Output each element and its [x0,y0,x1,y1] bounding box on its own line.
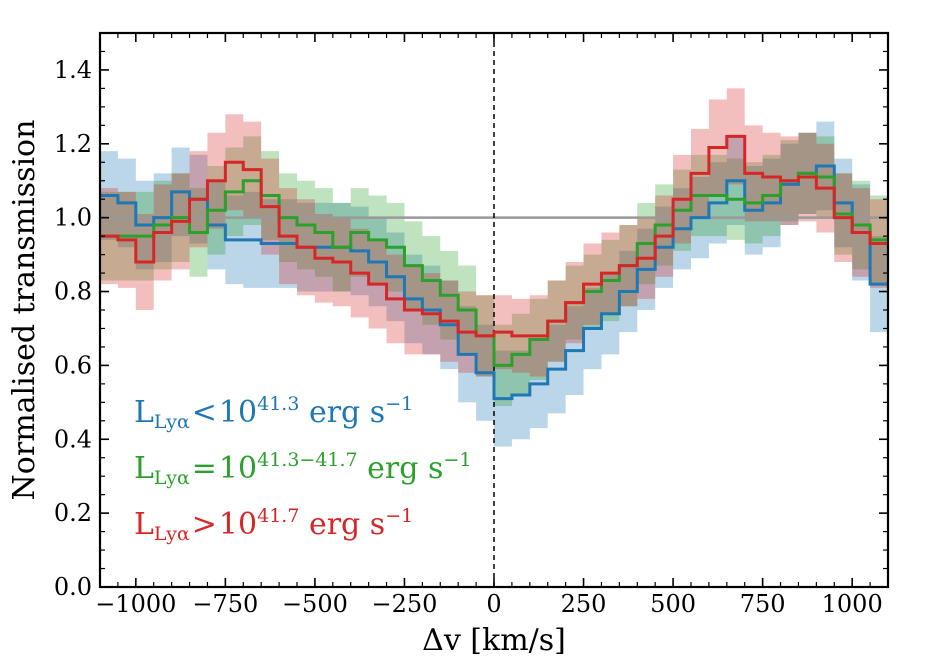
y-axis-title: Normalised transmission [7,120,42,501]
y-tick-label: 1.2 [54,130,92,158]
legend-sup2-text: −1 [443,449,471,471]
legend-symbol-text: L [134,395,154,430]
x-tick-label: 250 [561,590,607,618]
y-tick-label: 0.0 [54,573,92,601]
reference-lines [100,33,888,587]
x-tick-label: −250 [371,590,437,618]
legend-unit-text: erg s [299,507,385,542]
legend-symbol-text: L [134,451,154,486]
legend-base-text: 10 [219,395,257,430]
x-tick-label: −1000 [95,590,176,618]
legend-entry-blue: LLyα<1041.3 erg s−1 [134,393,413,433]
x-tick-label: 750 [740,590,786,618]
legend-rel-text: = [192,451,217,486]
legend-base-text: 10 [219,451,257,486]
series-line-red [100,134,888,338]
x-tick-label: 500 [650,590,696,618]
legend-sup-text: 41.3−41.7 [257,449,358,471]
legend-rel-text: < [192,395,217,430]
legend-base-text: 10 [219,507,257,542]
legend-unit-text: erg s [299,395,385,430]
x-tick-label: −500 [282,590,348,618]
y-tick-label: 0.4 [54,425,92,453]
legend-sup-text: 41.3 [257,393,299,415]
legend-sub-text: Lyα [154,523,190,545]
y-tick-label: 0.8 [54,278,92,306]
x-tick-label: −750 [192,590,258,618]
legend-rel-text: > [192,507,217,542]
legend-sup-text: 41.7 [257,505,299,527]
error-band-red [100,88,888,377]
legend-sup2-text: −1 [385,505,413,527]
series-line-blue [100,164,888,401]
x-tick-label: 1000 [822,590,883,618]
legend-sub-text: Lyα [154,411,190,433]
y-tick-label: 0.6 [54,351,92,379]
legend-symbol-text: L [134,507,154,542]
legend-entry-green: LLyα=1041.3−41.7 erg s−1 [134,449,471,489]
legend-unit-text: erg s [358,451,444,486]
x-axis-title: Δv [km/s] [422,623,566,658]
y-tick-label: 1.0 [54,204,92,232]
plot-frame [98,31,890,589]
x-tick-label: 0 [486,590,501,618]
series-line-green [100,171,888,367]
y-tick-label: 0.2 [54,499,92,527]
legend-sub-text: Lyα [154,467,190,489]
series-lines [100,134,888,401]
tick-labels: −1000 −750 −500 −250 0 250 500 750 1000 0.0 0.2 0.4… [54,56,883,618]
y-tick-label: 1.4 [54,56,92,84]
legend-entry-red: LLyα>1041.7 erg s−1 [134,505,413,545]
legend-sup2-text: −1 [385,393,413,415]
